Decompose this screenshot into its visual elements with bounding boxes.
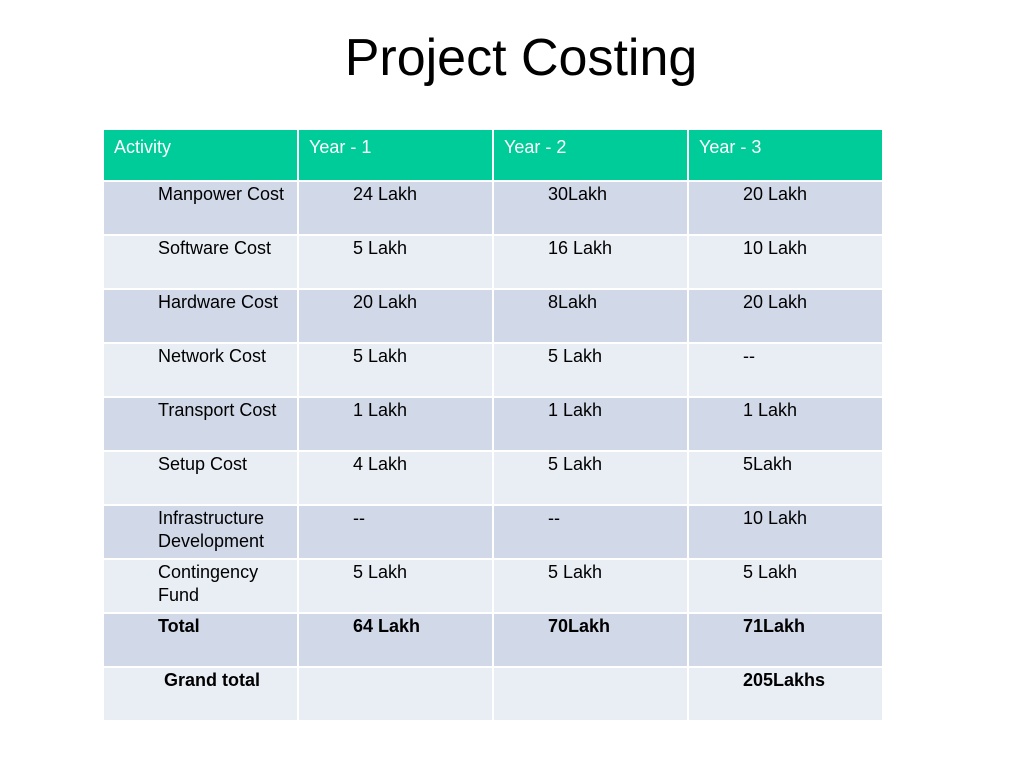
year-2-cell: 1 Lakh <box>492 396 689 452</box>
header-year-1: Year - 1 <box>297 128 494 182</box>
table-row: Network Cost 5 Lakh 5 Lakh -- <box>102 342 884 398</box>
year-1-cell: 1 Lakh <box>297 396 494 452</box>
year-3-cell: -- <box>687 342 884 398</box>
page-title: Project Costing <box>344 29 698 87</box>
grand-total-label: Grand total <box>102 666 299 722</box>
year-2-cell: -- <box>492 504 689 560</box>
total-year-2: 70Lakh <box>492 612 689 668</box>
table-row: Software Cost 5 Lakh 16 Lakh 10 Lakh <box>102 234 884 290</box>
activity-cell: Software Cost <box>102 234 299 290</box>
activity-cell: Network Cost <box>102 342 299 398</box>
grand-total-year-2 <box>492 666 689 722</box>
table-row: Hardware Cost 20 Lakh 8Lakh 20 Lakh <box>102 288 884 344</box>
activity-cell: Transport Cost <box>102 396 299 452</box>
year-3-cell: 1 Lakh <box>687 396 884 452</box>
activity-cell: Hardware Cost <box>102 288 299 344</box>
activity-cell: Setup Cost <box>102 450 299 506</box>
total-year-3: 71Lakh <box>687 612 884 668</box>
activity-cell: Manpower Cost <box>102 180 299 236</box>
year-1-cell: -- <box>297 504 494 560</box>
year-1-cell: 4 Lakh <box>297 450 494 506</box>
year-1-cell: 5 Lakh <box>297 234 494 290</box>
grand-total-year-1 <box>297 666 494 722</box>
header-year-3: Year - 3 <box>687 128 884 182</box>
activity-cell: Infrastructure Development <box>102 504 299 560</box>
grand-total-value: 205Lakhs <box>687 666 884 722</box>
year-3-cell: 10 Lakh <box>687 504 884 560</box>
year-2-cell: 5 Lakh <box>492 558 689 614</box>
table-row: Infrastructure Development -- -- 10 Lakh <box>102 504 884 560</box>
costing-table: Activity Year - 1 Year - 2 Year - 3 Manp… <box>102 128 884 722</box>
year-3-cell: 20 Lakh <box>687 180 884 236</box>
year-3-cell: 20 Lakh <box>687 288 884 344</box>
header-activity: Activity <box>102 128 299 182</box>
year-3-cell: 10 Lakh <box>687 234 884 290</box>
year-1-cell: 5 Lakh <box>297 342 494 398</box>
total-label: Total <box>102 612 299 668</box>
activity-cell: Contingency Fund <box>102 558 299 614</box>
year-3-cell: 5 Lakh <box>687 558 884 614</box>
table-row: Contingency Fund 5 Lakh 5 Lakh 5 Lakh <box>102 558 884 614</box>
grand-total-row: Grand total 205Lakhs <box>102 666 884 722</box>
year-1-cell: 20 Lakh <box>297 288 494 344</box>
year-3-cell: 5Lakh <box>687 450 884 506</box>
year-2-cell: 5 Lakh <box>492 342 689 398</box>
table-header-row: Activity Year - 1 Year - 2 Year - 3 <box>102 128 884 182</box>
table-row: Transport Cost 1 Lakh 1 Lakh 1 Lakh <box>102 396 884 452</box>
header-year-2: Year - 2 <box>492 128 689 182</box>
total-row: Total 64 Lakh 70Lakh 71Lakh <box>102 612 884 668</box>
year-2-cell: 30Lakh <box>492 180 689 236</box>
year-1-cell: 24 Lakh <box>297 180 494 236</box>
table-row: Setup Cost 4 Lakh 5 Lakh 5Lakh <box>102 450 884 506</box>
year-2-cell: 5 Lakh <box>492 450 689 506</box>
year-2-cell: 8Lakh <box>492 288 689 344</box>
table-row: Manpower Cost 24 Lakh 30Lakh 20 Lakh <box>102 180 884 236</box>
total-year-1: 64 Lakh <box>297 612 494 668</box>
year-1-cell: 5 Lakh <box>297 558 494 614</box>
year-2-cell: 16 Lakh <box>492 234 689 290</box>
